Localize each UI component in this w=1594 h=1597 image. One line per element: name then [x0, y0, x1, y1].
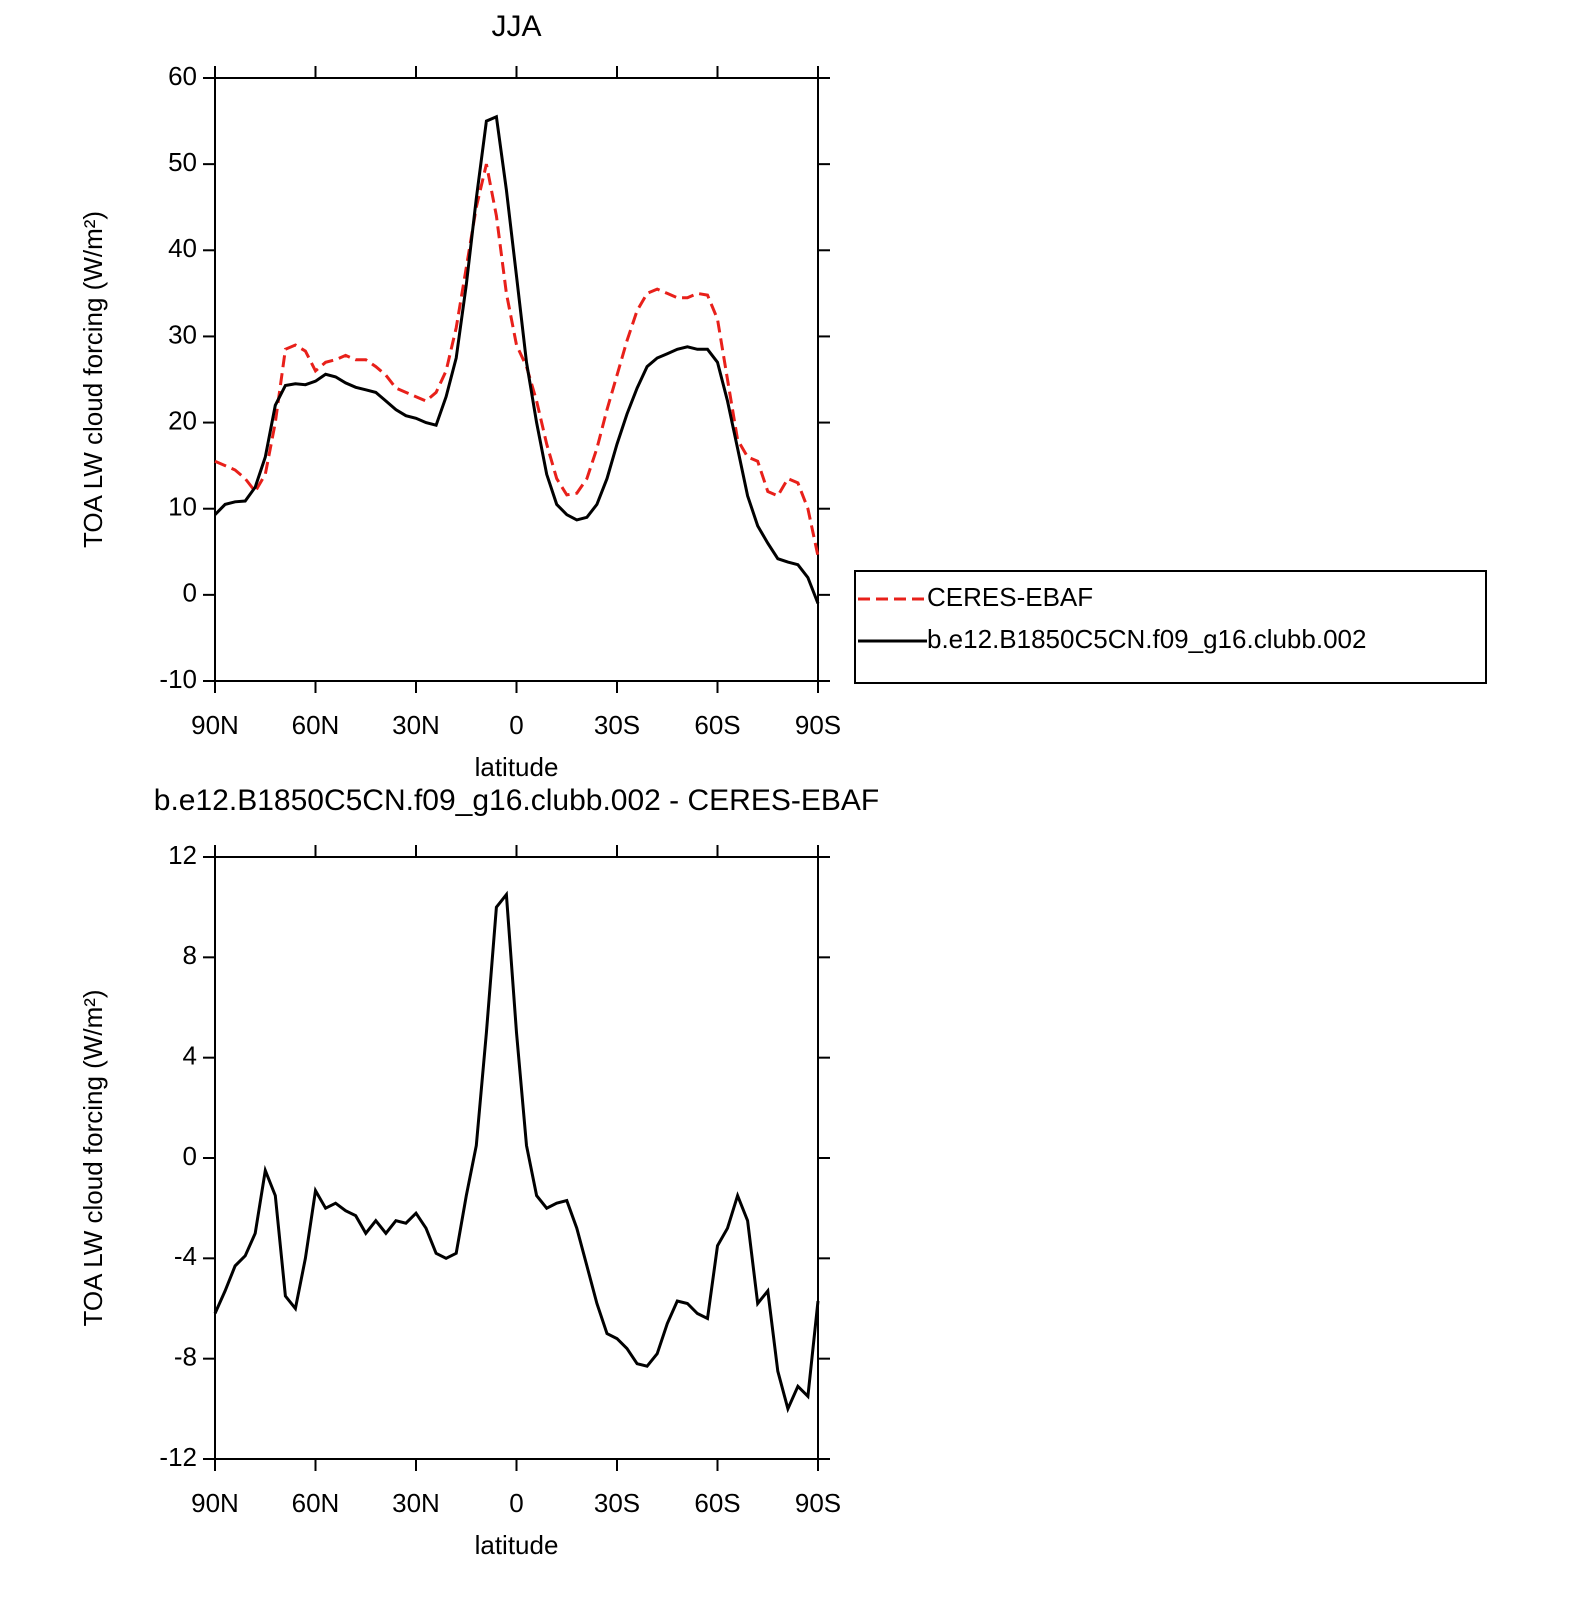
y-axis-label: TOA LW cloud forcing (W/m²) [78, 989, 108, 1326]
data-line [213, 890, 820, 1414]
x-tick-label: 90S [795, 710, 841, 740]
y-tick-label: -12 [159, 1442, 197, 1472]
y-tick-label: 30 [168, 319, 197, 349]
y-tick-label: 40 [168, 233, 197, 263]
data-line [213, 114, 820, 605]
x-tick-label: 0 [509, 710, 523, 740]
y-tick-label: 0 [183, 1141, 197, 1171]
x-tick-label: 30N [392, 1488, 440, 1518]
x-tick-label: 90N [191, 710, 239, 740]
x-tick-label: 0 [509, 1488, 523, 1518]
y-tick-label: 0 [183, 578, 197, 608]
y-tick-label: 10 [168, 492, 197, 522]
y-tick-label: 8 [183, 940, 197, 970]
x-axis-label: latitude [475, 1530, 559, 1560]
x-axis-label: latitude [475, 752, 559, 782]
y-tick-label: 50 [168, 147, 197, 177]
x-tick-label: 30S [594, 1488, 640, 1518]
y-tick-label: -10 [159, 664, 197, 694]
y-tick-label: -4 [174, 1241, 197, 1271]
x-tick-label: 90N [191, 1488, 239, 1518]
chart-title: b.e12.B1850C5CN.f09_g16.clubb.002 - CERE… [154, 784, 879, 817]
x-tick-label: 60S [694, 1488, 740, 1518]
y-axis-label: TOA LW cloud forcing (W/m²) [78, 211, 108, 548]
x-tick-label: 60S [694, 710, 740, 740]
y-tick-label: 12 [168, 840, 197, 870]
plot-frame [214, 856, 819, 1460]
plot-frame [214, 77, 819, 682]
data-line [214, 163, 820, 557]
y-tick-label: -8 [174, 1342, 197, 1372]
x-tick-label: 90S [795, 1488, 841, 1518]
panel: b.e12.B1850C5CN.f09_g16.clubb.002 - CERE… [78, 784, 879, 1560]
y-tick-label: 20 [168, 405, 197, 435]
x-tick-label: 60N [292, 710, 340, 740]
legend-label: CERES-EBAF [927, 582, 1093, 612]
y-tick-label: 60 [168, 61, 197, 91]
y-tick-label: 4 [183, 1041, 197, 1071]
chart-title: JJA [491, 10, 541, 43]
x-tick-label: 30N [392, 710, 440, 740]
legend-box [854, 570, 1487, 684]
x-tick-label: 60N [292, 1488, 340, 1518]
x-tick-label: 30S [594, 710, 640, 740]
legend-label: b.e12.B1850C5CN.f09_g16.clubb.002 [927, 624, 1366, 654]
panel: JJA latitude TOA LW cloud forcing (W/m²) -1… [78, 10, 1487, 782]
legend: CERES-EBAF b.e12.B1850C5CN.f09_g16.clubb.… [854, 570, 1487, 684]
